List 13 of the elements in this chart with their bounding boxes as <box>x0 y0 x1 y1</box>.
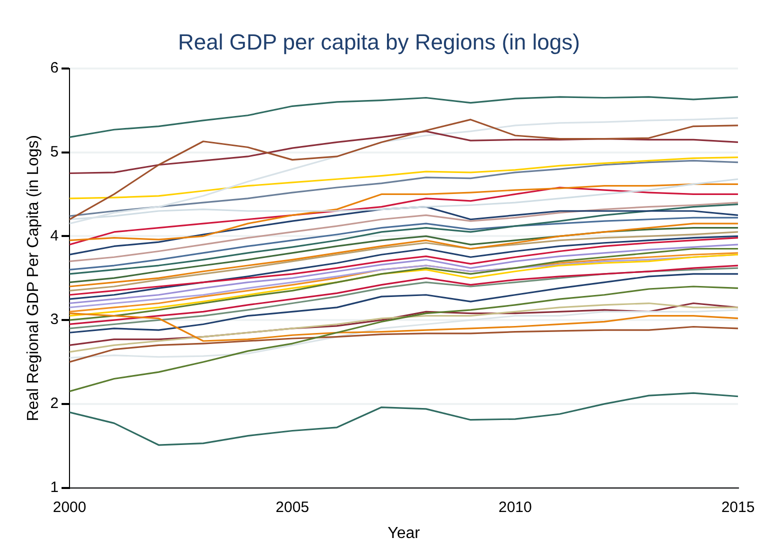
x-tick-label: 2000 <box>52 498 86 516</box>
y-tick-label: 3 <box>50 311 59 328</box>
x-tick-label: 2005 <box>276 498 310 516</box>
x-tick-label: 2015 <box>721 498 755 516</box>
y-tick-label: 2 <box>50 395 59 412</box>
y-axis-title: Real Regional GDP Per Capita (in Logs) <box>25 135 42 422</box>
chart-title: Real GDP per capita by Regions (in logs) <box>178 29 580 54</box>
x-tick-label: 2010 <box>498 498 532 516</box>
y-tick-label: 5 <box>50 143 59 160</box>
y-tick-label: 4 <box>50 227 59 244</box>
y-tick-label: 1 <box>50 478 59 496</box>
x-axis-title: Year <box>388 524 421 542</box>
y-tick-label: 6 <box>50 60 59 77</box>
